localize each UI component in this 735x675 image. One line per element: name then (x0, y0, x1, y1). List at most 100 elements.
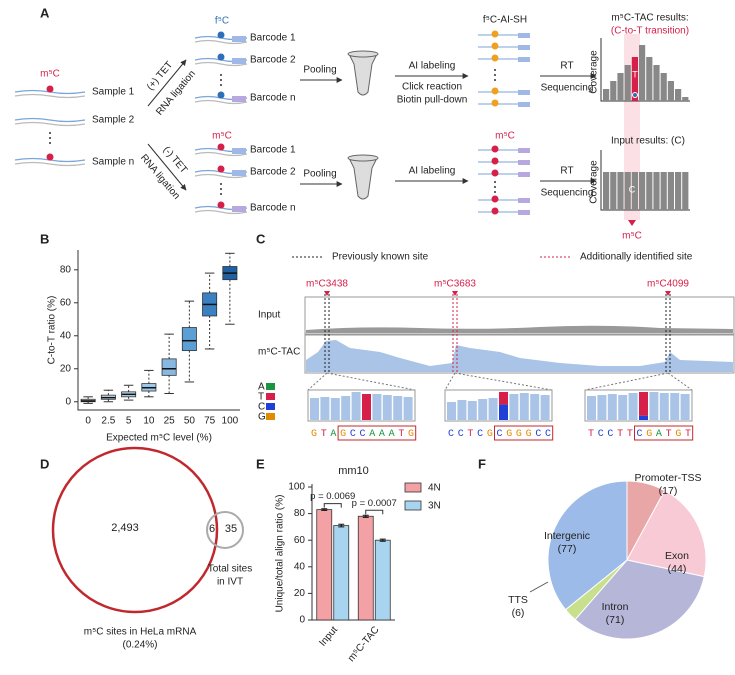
coverage-bar (682, 172, 689, 210)
mark-dot (46, 153, 54, 161)
track-frame (304, 296, 735, 335)
legend-label: 3N (428, 501, 441, 512)
coverage-bar (310, 398, 319, 420)
error-bar (338, 523, 345, 528)
venn-count: 6 (209, 523, 215, 535)
y-tick-label: 20 (60, 363, 72, 374)
barcode-tag (518, 90, 530, 95)
track-frame (304, 334, 735, 374)
legend-label: Additionally identified site (580, 252, 693, 263)
coverage-bar (631, 172, 638, 210)
barcode-tag (232, 58, 246, 64)
bar (333, 525, 350, 621)
panel-label: C (256, 231, 266, 246)
mark-label: m⁵C (212, 131, 232, 142)
step-label: RT (560, 61, 573, 72)
x-tick-label: 2.5 (101, 416, 115, 427)
ellipsis-dot (220, 193, 222, 195)
ellipsis-dot (494, 181, 496, 183)
x-tick-label: Input (317, 624, 340, 648)
zoom-frame (584, 389, 693, 422)
mark-dot (217, 165, 225, 173)
barcode-tag (232, 206, 246, 212)
y-axis-label: Unique/total align ratio (%) (275, 495, 286, 613)
label-dot (491, 30, 499, 38)
step-label: Sequencing (541, 83, 594, 94)
step-label: (+) TET (145, 60, 175, 93)
error-bar (321, 508, 328, 511)
step-label: AI labeling (409, 61, 456, 72)
y-tick-label: 0 (65, 396, 71, 407)
coverage-bar (628, 393, 638, 420)
coverage-bar (624, 172, 631, 210)
legend-label: Previously known site (332, 252, 429, 263)
base-label: G (258, 412, 266, 423)
step-label: RT (560, 166, 573, 177)
mark-label: f⁵C (215, 16, 229, 27)
coverage-bar (617, 73, 624, 101)
variant-bar (362, 394, 371, 420)
coverage-bar (646, 57, 653, 101)
sample-label: Sample 2 (92, 115, 135, 126)
coverage-bar (330, 398, 340, 420)
variant-bar (499, 392, 508, 405)
x-tick-label: 75 (204, 416, 216, 427)
barcode-tag (518, 172, 530, 177)
mark-dot (491, 207, 499, 215)
ellipsis-dot (494, 186, 496, 188)
sequence-box (494, 425, 554, 441)
sequence: CCTCGCGGGCC (448, 429, 555, 440)
x-tick-label: 100 (222, 416, 239, 427)
slice-label: Intergenic (544, 530, 590, 542)
coverage-bar (617, 172, 624, 210)
coverage-bar (382, 395, 392, 420)
label-dot (491, 99, 499, 107)
coverage-bar (660, 73, 667, 101)
base-key (266, 403, 275, 410)
site-marker (452, 291, 458, 296)
barcode-tag (518, 33, 530, 38)
coverage-bar (610, 172, 617, 210)
arrow (147, 143, 187, 191)
x-tick-label: m⁵C-TAC (346, 625, 382, 664)
bar (316, 509, 333, 621)
tac-coverage (306, 340, 733, 372)
rna-strand (14, 93, 86, 99)
coverage-bar (631, 57, 638, 101)
coverage-bar (597, 395, 607, 420)
significance-bracket (323, 503, 342, 508)
zoom-frame (444, 389, 553, 422)
barcode-label: Barcode n (250, 93, 296, 104)
barcode-tag (518, 198, 530, 203)
venn-label: Total sites (208, 564, 252, 575)
slice-value: (17) (659, 485, 678, 497)
zoom-line (584, 372, 669, 391)
zoom-line (667, 372, 693, 391)
y-tick-label: 40 (294, 561, 306, 572)
barcode-tag (232, 170, 246, 176)
ellipsis-dot (220, 74, 222, 76)
y-tick-label: 80 (60, 264, 72, 275)
slice-label: TTS (508, 594, 528, 606)
site-marker (665, 291, 671, 296)
coverage-bar (680, 394, 690, 420)
box (181, 327, 197, 352)
coverage-bar (393, 396, 403, 420)
barcode-tag (518, 148, 530, 153)
site-label: m⁵C3438 (306, 279, 348, 290)
barcode-label: Barcode n (250, 203, 296, 214)
base-label: C (258, 402, 265, 413)
label-dot (491, 42, 499, 50)
zoom-line (326, 372, 416, 391)
barcode-tag (518, 57, 530, 62)
ellipsis-dot (494, 79, 496, 81)
rna-strand (194, 99, 248, 105)
mark-dot (217, 31, 225, 39)
rna-strand (194, 61, 248, 67)
step-label: Biotin pull-down (397, 95, 468, 106)
step-label: Pooling (303, 169, 336, 180)
coverage-bar (675, 89, 682, 101)
legend-swatch (404, 482, 422, 493)
coverage-bar (530, 394, 540, 420)
